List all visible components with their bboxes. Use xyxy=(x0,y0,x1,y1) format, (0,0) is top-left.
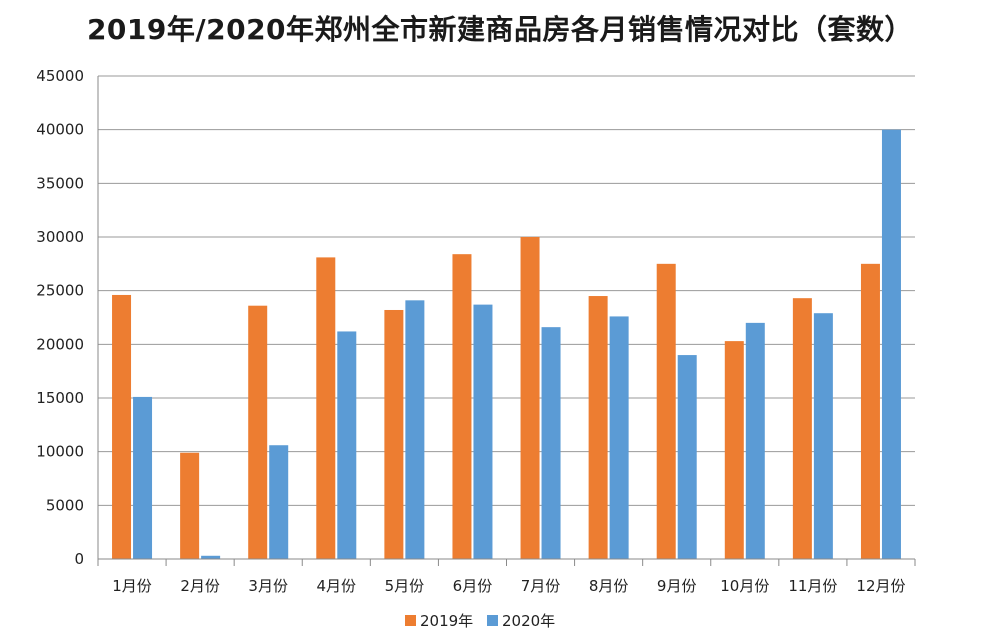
x-tick-label: 8月份 xyxy=(589,577,629,595)
bar-series-2 xyxy=(881,129,901,559)
x-tick-label: 2月份 xyxy=(180,577,220,595)
bar-series-2 xyxy=(541,327,561,559)
y-tick-label: 25000 xyxy=(36,282,84,300)
x-tick-label: 5月份 xyxy=(385,577,425,595)
legend-label: 2019年 xyxy=(420,612,473,630)
bar-series-2 xyxy=(609,316,629,559)
y-tick-label: 5000 xyxy=(46,496,84,514)
bar-series-2 xyxy=(405,300,425,559)
bar-series-1 xyxy=(860,263,880,559)
bar-series-2 xyxy=(133,396,153,559)
y-tick-label: 30000 xyxy=(36,228,84,246)
y-tick-label: 40000 xyxy=(36,121,84,139)
x-tick-label: 11月份 xyxy=(788,577,837,595)
bar-series-2 xyxy=(813,313,833,559)
legend-swatch xyxy=(487,615,498,626)
bar-series-1 xyxy=(588,296,608,559)
x-tick-label: 1月份 xyxy=(112,577,152,595)
x-tick-label: 3月份 xyxy=(248,577,288,595)
bar-series-2 xyxy=(473,304,493,559)
legend-swatch xyxy=(405,615,416,626)
bar-series-1 xyxy=(248,305,268,559)
x-tick-label: 4月份 xyxy=(317,577,357,595)
y-tick-label: 20000 xyxy=(36,335,84,353)
y-tick-label: 35000 xyxy=(36,174,84,192)
y-tick-label: 15000 xyxy=(36,389,84,407)
x-tick-label: 12月份 xyxy=(856,577,905,595)
legend-label: 2020年 xyxy=(502,612,555,630)
bar-series-2 xyxy=(269,445,289,559)
bar-series-2 xyxy=(745,322,765,559)
bar-series-1 xyxy=(180,452,200,559)
chart-title: 2019年/2020年郑州全市新建商品房各月销售情况对比（套数） xyxy=(86,13,914,46)
bar-series-1 xyxy=(520,237,540,559)
y-tick-label: 10000 xyxy=(36,443,84,461)
x-tick-label: 6月份 xyxy=(453,577,493,595)
bar-series-2 xyxy=(677,355,697,559)
bar-series-1 xyxy=(316,257,336,559)
bar-series-1 xyxy=(452,254,472,559)
x-tick-label: 10月份 xyxy=(720,577,769,595)
y-tick-label: 0 xyxy=(74,550,84,568)
bar-series-1 xyxy=(112,294,132,559)
bar-series-1 xyxy=(792,298,812,559)
x-tick-label: 9月份 xyxy=(657,577,697,595)
bar-series-1 xyxy=(384,309,404,559)
x-tick-label: 7月份 xyxy=(521,577,561,595)
bar-series-1 xyxy=(724,341,744,559)
bar-series-2 xyxy=(337,331,357,559)
y-tick-label: 45000 xyxy=(36,67,84,85)
bar-series-2 xyxy=(201,555,221,559)
bar-series-1 xyxy=(656,263,676,559)
